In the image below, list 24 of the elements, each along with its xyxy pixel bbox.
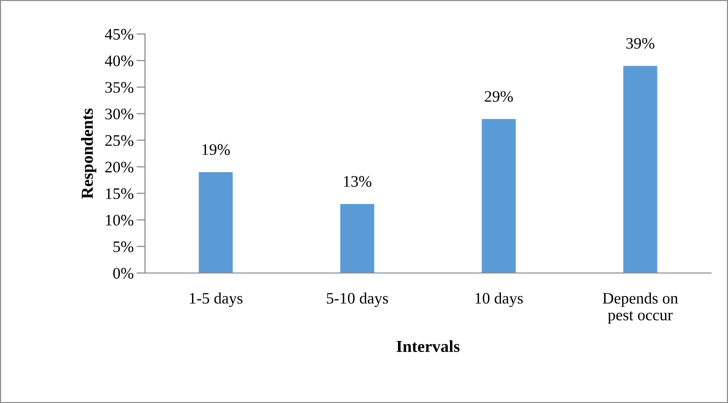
y-tick-label: 20%: [105, 162, 134, 173]
x-axis-title: Intervals: [396, 340, 460, 352]
y-tick-label: 25%: [105, 135, 134, 146]
bar: [340, 204, 374, 273]
data-label: 39%: [626, 38, 654, 49]
x-tick-label: 1-5 days: [190, 292, 242, 307]
x-tick-label: 5-10 days: [326, 292, 388, 307]
y-tick-label: 40%: [104, 55, 134, 66]
bar: [482, 118, 516, 273]
bar: [623, 66, 658, 273]
y-tick-label: 35%: [105, 82, 134, 93]
y-tick-label: 15%: [106, 188, 134, 200]
y-tick-label: 45%: [104, 28, 134, 40]
data-label: 13%: [344, 176, 372, 187]
data-label: 19%: [202, 144, 230, 156]
y-axis-title: Respondents: [81, 108, 96, 199]
x-tick-label: 10 days: [476, 292, 523, 307]
y-tick-label: 5%: [114, 241, 134, 252]
data-label: 29%: [484, 91, 513, 102]
y-tick-label: 0%: [113, 268, 134, 279]
x-tick-label: Depends on pest occur: [602, 292, 678, 324]
bar: [198, 172, 233, 273]
y-tick-label: 10%: [106, 214, 134, 226]
y-tick-label: 30%: [105, 108, 134, 120]
